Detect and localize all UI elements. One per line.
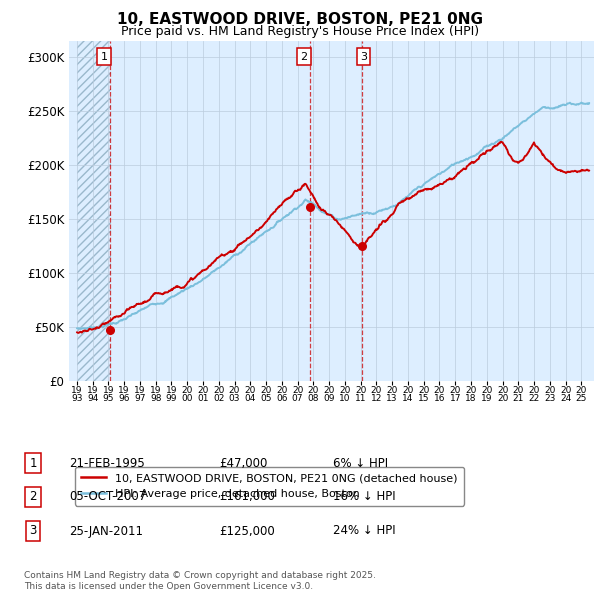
Text: 10, EASTWOOD DRIVE, BOSTON, PE21 0NG: 10, EASTWOOD DRIVE, BOSTON, PE21 0NG [117, 12, 483, 27]
Text: 3: 3 [29, 525, 37, 537]
Text: Contains HM Land Registry data © Crown copyright and database right 2025.
This d: Contains HM Land Registry data © Crown c… [24, 571, 376, 590]
Text: Price paid vs. HM Land Registry's House Price Index (HPI): Price paid vs. HM Land Registry's House … [121, 25, 479, 38]
Text: 1: 1 [100, 51, 107, 61]
Text: 1: 1 [29, 457, 37, 470]
Legend: 10, EASTWOOD DRIVE, BOSTON, PE21 0NG (detached house), HPI: Average price, detac: 10, EASTWOOD DRIVE, BOSTON, PE21 0NG (de… [74, 467, 464, 506]
Text: 21-FEB-1995: 21-FEB-1995 [69, 457, 145, 470]
Text: 6% ↓ HPI: 6% ↓ HPI [333, 457, 388, 470]
Text: 25-JAN-2011: 25-JAN-2011 [69, 525, 143, 537]
Text: £161,000: £161,000 [219, 490, 275, 503]
Text: 2: 2 [29, 490, 37, 503]
Text: 24% ↓ HPI: 24% ↓ HPI [333, 525, 395, 537]
Text: £47,000: £47,000 [219, 457, 268, 470]
Text: 2: 2 [301, 51, 308, 61]
Text: 3: 3 [360, 51, 367, 61]
Text: 05-OCT-2007: 05-OCT-2007 [69, 490, 146, 503]
Text: 16% ↓ HPI: 16% ↓ HPI [333, 490, 395, 503]
Text: £125,000: £125,000 [219, 525, 275, 537]
